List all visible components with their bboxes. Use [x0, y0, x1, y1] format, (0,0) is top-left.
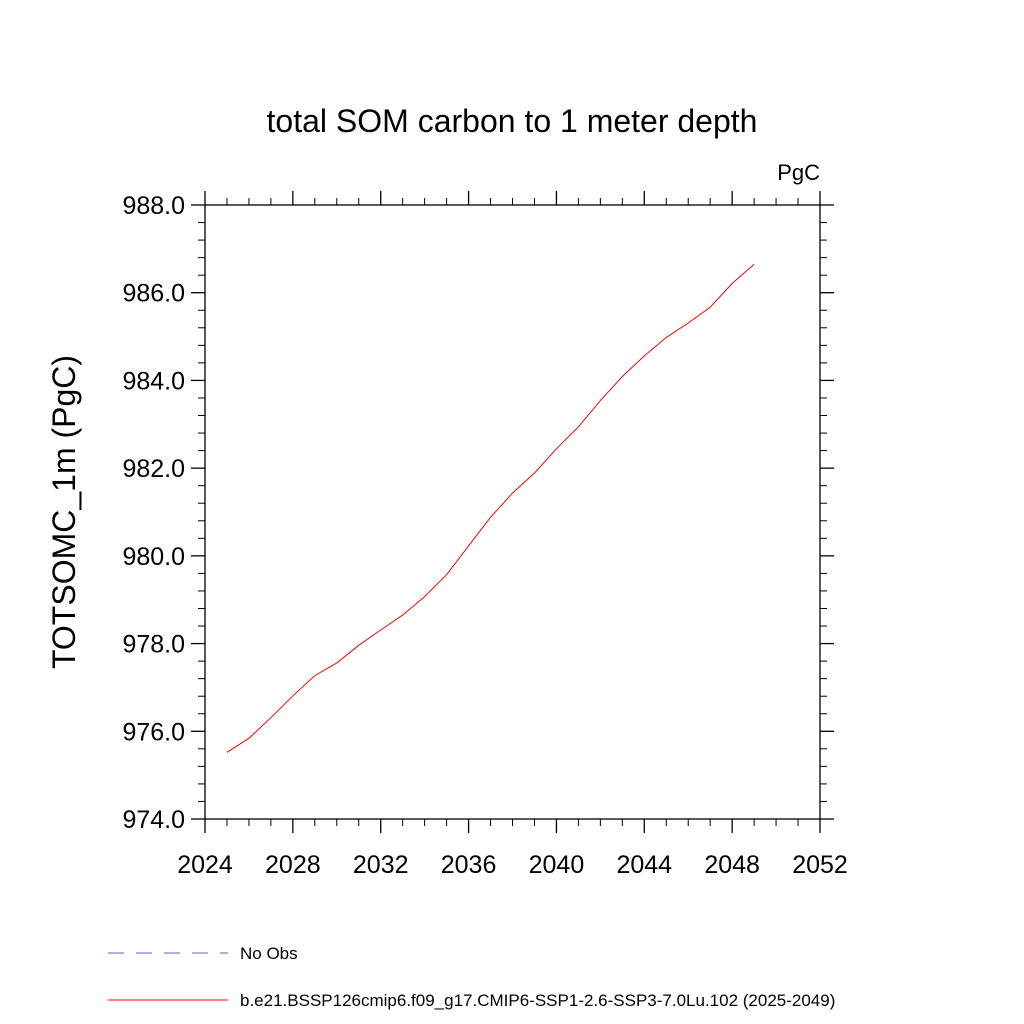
y-tick-label: 984.0: [122, 367, 185, 395]
x-tick-label: 2036: [441, 851, 497, 879]
y-tick-label: 986.0: [122, 280, 185, 308]
legend-label: b.e21.BSSP126cmip6.f09_g17.CMIP6-SSP1-2.…: [240, 991, 835, 1010]
legend-label: No Obs: [240, 944, 298, 963]
series-layer: [226, 263, 755, 753]
x-tick-label: 2052: [792, 851, 848, 879]
plot-frame: [204, 204, 821, 820]
y-tick-label: 980.0: [122, 543, 185, 571]
series-line: [226, 263, 755, 753]
x-tick-label: 2024: [177, 851, 233, 879]
chart-title: total SOM carbon to 1 meter depth: [267, 103, 758, 139]
y-axis-label: TOTSOMC_1m (PgC): [46, 355, 82, 669]
y-tick-label: 976.0: [122, 718, 185, 746]
y-tick-label: 982.0: [122, 455, 185, 483]
x-tick-label: 2032: [353, 851, 409, 879]
y-tick-label: 978.0: [122, 631, 185, 659]
x-tick-label: 2048: [704, 851, 760, 879]
x-tick-label: 2040: [529, 851, 585, 879]
x-tick-label: 2044: [616, 851, 672, 879]
y-tick-label: 988.0: [122, 192, 185, 220]
units-label: PgC: [777, 160, 820, 185]
y-tick-label: 974.0: [122, 806, 185, 834]
legend: No Obs b.e21.BSSP126cmip6.f09_g17.CMIP6-S…: [108, 944, 835, 1010]
x-tick-label: 2028: [265, 851, 321, 879]
axis-ticks: 2024 2028 2032 2036 2040 2044 2048 2052 974.0 976…: [122, 191, 848, 879]
